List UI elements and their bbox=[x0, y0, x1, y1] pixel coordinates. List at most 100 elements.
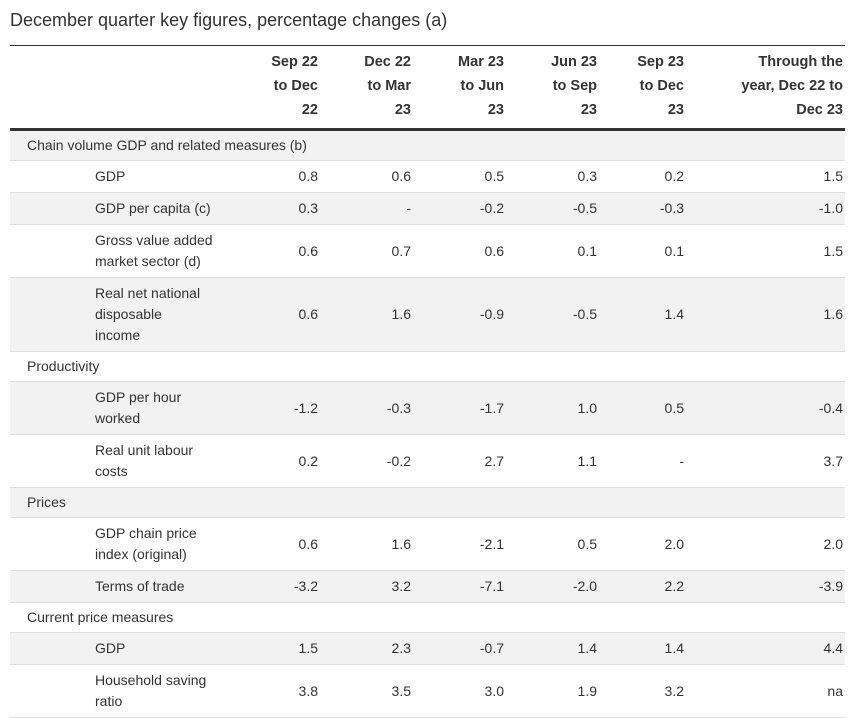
row-label-line: GDP bbox=[95, 640, 126, 656]
value-cell: 3.0 bbox=[484, 682, 504, 699]
value-cell: 3.2 bbox=[391, 578, 411, 594]
row-label: Real unit labour costs bbox=[10, 435, 235, 488]
row-label-line: Real unit labour bbox=[95, 442, 194, 458]
column-header-line: to Sep bbox=[552, 78, 597, 94]
section-header-row: Chain volume GDP and related measures (b… bbox=[10, 129, 845, 161]
value-cell: 0.6 bbox=[298, 535, 318, 552]
row-label-line: market sector (d) bbox=[95, 253, 201, 269]
column-header: Dec 22 to Mar 23 bbox=[320, 45, 413, 131]
value-cell: -7.1 bbox=[479, 578, 504, 594]
value-cell: -0.2 bbox=[479, 200, 504, 216]
value-cell: 4.4 bbox=[823, 640, 843, 656]
value-cell: 2.2 bbox=[664, 578, 684, 594]
column-header-line: Dec 22 bbox=[364, 54, 411, 70]
value-cell: 1.6 bbox=[391, 535, 411, 552]
corner-cell bbox=[10, 45, 235, 131]
column-header-line: to Dec bbox=[639, 78, 684, 94]
column-header-line: Sep 22 bbox=[271, 54, 318, 70]
column-header-line: 23 bbox=[667, 102, 684, 118]
row-label-line: GDP per hour bbox=[95, 389, 182, 405]
table-body: Chain volume GDP and related measures (b… bbox=[10, 129, 845, 718]
column-header-line: to Jun bbox=[460, 78, 505, 94]
row-label: GDP bbox=[10, 633, 235, 665]
value-cell: 1.9 bbox=[577, 682, 597, 699]
value-cell: 0.3 bbox=[298, 200, 318, 216]
table-row: GDP 0.8 0.6 0.5 0.3 0.2 1.5 bbox=[10, 161, 845, 193]
value-cell: - bbox=[406, 200, 411, 216]
table-row: Real unit labour costs 0.2 -0.2 2.7 1.1 - 3.7 bbox=[10, 435, 845, 488]
section-header-label: Productivity bbox=[27, 358, 100, 374]
value-cell: -1.2 bbox=[293, 399, 318, 416]
row-label: GDP chain price index (original) bbox=[10, 518, 235, 571]
value-cell: -0.3 bbox=[386, 399, 411, 416]
column-header-line: Sep 23 bbox=[637, 54, 684, 70]
column-header-line: year, Dec 22 to bbox=[741, 78, 843, 94]
value-cell: - bbox=[679, 452, 684, 469]
row-label: Real net national disposable income bbox=[10, 278, 235, 352]
value-cell: -0.5 bbox=[572, 306, 597, 322]
column-header-line: Dec 23 bbox=[796, 102, 843, 118]
row-label: Household saving ratio bbox=[10, 665, 235, 718]
row-label-line: GDP bbox=[95, 168, 126, 184]
value-cell: 0.1 bbox=[577, 242, 597, 259]
row-label: GDP per capita (c) bbox=[10, 193, 235, 225]
row-label-line: index (original) bbox=[95, 546, 187, 562]
value-cell: -0.9 bbox=[479, 306, 504, 322]
value-cell: -1.7 bbox=[479, 399, 504, 416]
column-header-line: 22 bbox=[301, 102, 318, 118]
value-cell: 0.6 bbox=[391, 168, 411, 184]
value-cell: -0.5 bbox=[572, 200, 597, 216]
row-label-line: Real net national bbox=[95, 285, 201, 301]
table-row: GDP 1.5 2.3 -0.7 1.4 1.4 4.4 bbox=[10, 632, 845, 665]
row-label-line: Terms of trade bbox=[95, 578, 185, 594]
value-cell: 1.4 bbox=[664, 640, 684, 656]
column-header: Sep 22 to Dec 22 bbox=[235, 45, 320, 131]
column-header-line: to Mar bbox=[367, 78, 412, 94]
value-cell: 2.3 bbox=[391, 640, 411, 656]
row-label-line: GDP per capita (c) bbox=[95, 200, 211, 216]
table-row: Real net national disposable income 0.6 1.6 -… bbox=[10, 277, 845, 352]
value-cell: -1.0 bbox=[818, 200, 843, 216]
value-cell: 0.5 bbox=[577, 535, 597, 552]
page-title: December quarter key figures, percentage… bbox=[10, 10, 448, 30]
value-cell: 3.7 bbox=[823, 452, 843, 469]
section-header-label: Current price measures bbox=[27, 609, 174, 625]
section-header-label: Chain volume GDP and related measures (b… bbox=[27, 137, 307, 153]
table-row: GDP per hour worked -1.2 -0.3 -1.7 1.0 0.5 -0.4 bbox=[10, 381, 845, 435]
table-row: GDP chain price index (original) 0.6 1.6 -2.… bbox=[10, 518, 845, 571]
row-label-line: Household saving bbox=[95, 672, 207, 688]
column-header-line: 23 bbox=[580, 102, 597, 118]
column-header: Mar 23 to Jun 23 bbox=[413, 45, 506, 131]
row-label: GDP bbox=[10, 161, 235, 193]
value-cell: 1.0 bbox=[577, 399, 597, 416]
row-label: Terms of trade bbox=[10, 571, 235, 603]
value-cell: 0.5 bbox=[484, 168, 504, 184]
value-cell: -0.4 bbox=[818, 399, 843, 416]
value-cell: 0.6 bbox=[298, 242, 318, 259]
value-cell: 2.0 bbox=[823, 535, 843, 552]
value-cell: 0.8 bbox=[298, 168, 318, 184]
value-cell: 0.2 bbox=[298, 452, 318, 469]
value-cell: 0.5 bbox=[664, 399, 684, 416]
column-header-row: Sep 22 to Dec 22 Dec 22 to Mar 23 Mar 23 to Jun… bbox=[10, 45, 845, 131]
table-row: Terms of trade -3.2 3.2 -7.1 -2.0 2.2 -3.9 bbox=[10, 570, 845, 603]
value-cell: 2.7 bbox=[484, 452, 504, 469]
table-row: GDP per capita (c) 0.3 - -0.2 -0.5 -0.3 -1.0 bbox=[10, 192, 845, 225]
column-header: Sep 23 to Dec 23 bbox=[599, 45, 686, 131]
column-header: Jun 23 to Sep 23 bbox=[506, 45, 599, 131]
value-cell: 0.3 bbox=[577, 168, 597, 184]
row-label-line: Gross value added bbox=[95, 232, 213, 248]
value-cell: -2.1 bbox=[479, 535, 504, 552]
section-header-label: Prices bbox=[27, 494, 66, 510]
section-header-row: Current price measures bbox=[10, 603, 845, 633]
section-header-row: Prices bbox=[10, 487, 845, 518]
value-cell: -3.2 bbox=[293, 578, 318, 594]
value-cell: 3.8 bbox=[298, 682, 318, 699]
value-cell: 0.2 bbox=[664, 168, 684, 184]
row-label-line: GDP chain price bbox=[95, 525, 197, 541]
column-header-line: Mar 23 bbox=[458, 54, 504, 70]
column-header-line: to Dec bbox=[273, 78, 318, 94]
table-row: Household saving ratio 3.8 3.5 3.0 1.9 3.2 na bbox=[10, 665, 845, 718]
value-cell: -0.7 bbox=[479, 640, 504, 656]
